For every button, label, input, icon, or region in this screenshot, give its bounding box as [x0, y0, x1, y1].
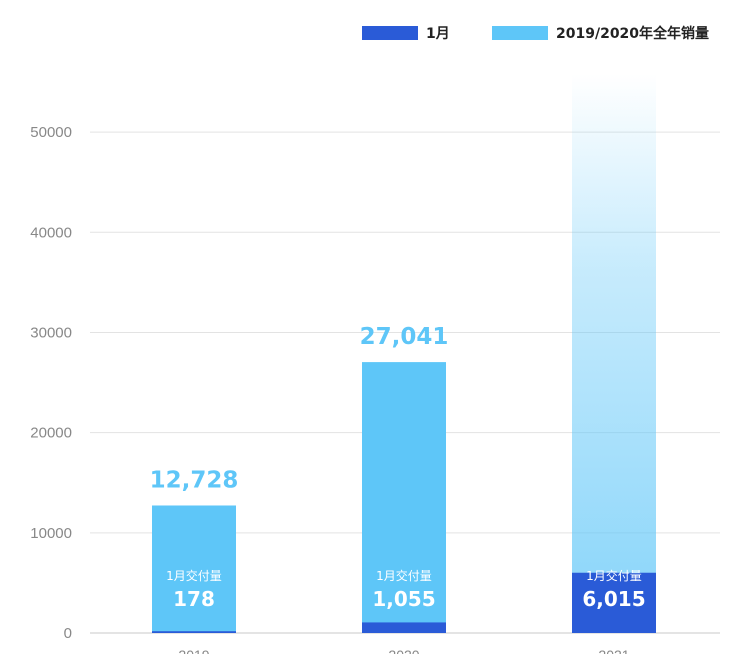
- total-sales-label: 27,041: [360, 324, 449, 350]
- bar-january: [152, 631, 236, 633]
- x-axis-labels: 2019 2020 2021: [178, 647, 629, 654]
- y-tick-label: 50000: [30, 124, 72, 141]
- legend: 1月 2019/2020年全年销量: [362, 25, 709, 42]
- y-tick-label: 30000: [30, 324, 72, 341]
- y-axis-ticks: 0 10000 20000 30000 40000 50000: [30, 124, 72, 642]
- inbar-caption: 1月交付量: [166, 568, 222, 583]
- x-tick-label: 2019: [178, 647, 209, 654]
- bar-january: [572, 572, 656, 633]
- legend-label-january: 1月: [426, 26, 450, 42]
- total-sales-label: 12,728: [150, 467, 239, 493]
- inbar-caption: 1月交付量: [376, 568, 432, 583]
- data-labels: 12,728 1月交付量 178 27,041 1月交付量 1,055 1月交付量 6,015: [150, 324, 646, 611]
- x-tick-label: 2021: [598, 647, 629, 654]
- bar-january: [362, 622, 446, 633]
- x-tick-label: 2020: [388, 647, 419, 654]
- legend-swatch-january: [362, 26, 418, 40]
- y-tick-label: 20000: [30, 425, 72, 442]
- bars: [152, 74, 656, 633]
- bar-annual-sales: [362, 362, 446, 633]
- bar-annual-sales: [152, 505, 236, 633]
- inbar-january-value: 6,015: [582, 587, 645, 611]
- bar-projection-fade: [572, 74, 656, 633]
- y-tick-label: 40000: [30, 224, 72, 241]
- legend-swatch-annual-sales: [492, 26, 548, 40]
- y-tick-label: 0: [64, 625, 72, 642]
- inbar-january-value: 1,055: [372, 587, 435, 611]
- inbar-caption: 1月交付量: [586, 568, 642, 583]
- legend-label-annual-sales: 2019/2020年全年销量: [556, 25, 709, 42]
- y-tick-label: 10000: [30, 525, 72, 542]
- inbar-january-value: 178: [173, 587, 215, 611]
